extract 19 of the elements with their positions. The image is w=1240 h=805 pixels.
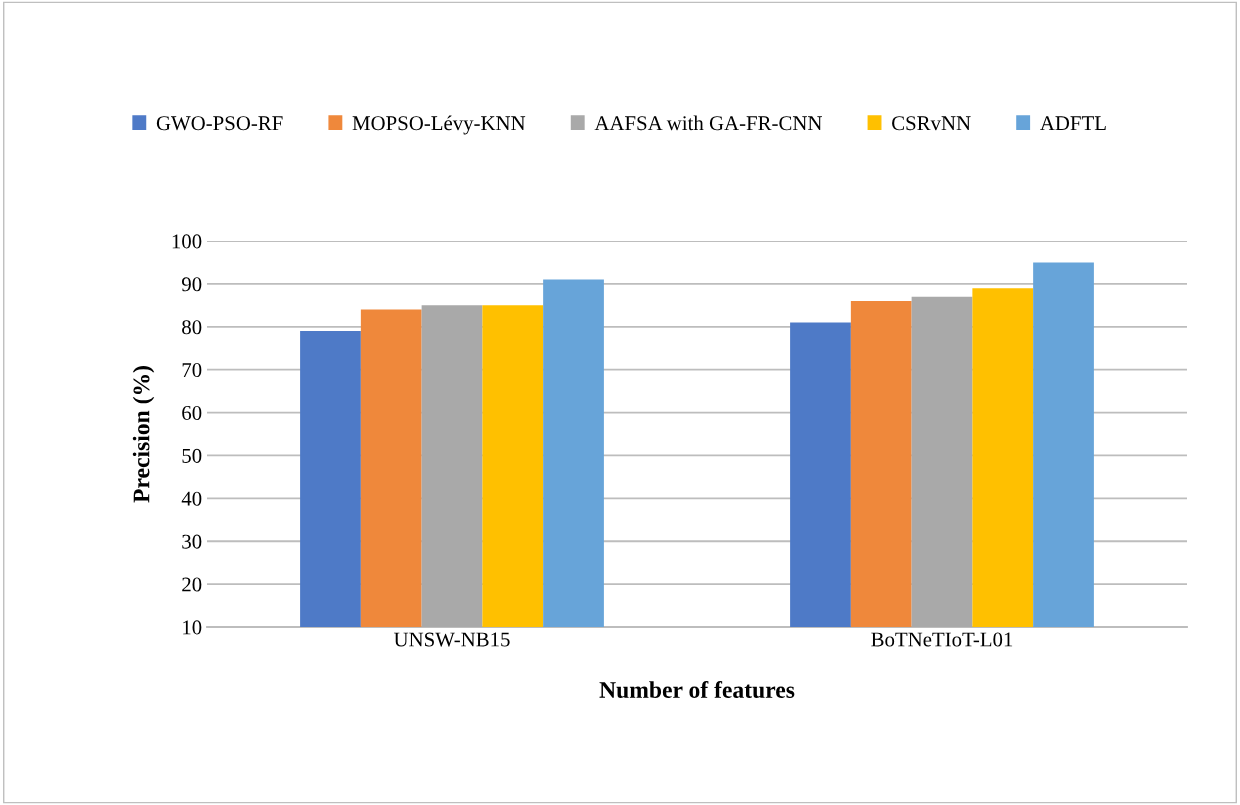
legend-label: GWO-PSO-RF — [156, 116, 283, 131]
legend-label: CSRvNN — [892, 116, 971, 131]
y-tick-label: 50 — [182, 448, 202, 463]
y-axis-title: Precision (%) — [132, 366, 155, 503]
y-tick-label: 40 — [181, 491, 202, 506]
y-tick-label: 30 — [182, 534, 202, 549]
y-tick-label: 10 — [183, 620, 202, 635]
y-tick-label: 70 — [182, 363, 202, 378]
x-axis-title: Number of features — [599, 681, 795, 698]
y-tick-label: 80 — [182, 320, 202, 335]
y-tick-label: 100 — [172, 234, 202, 249]
y-tick-label: 20 — [182, 577, 202, 592]
x-tick-label: UNSW-NB15 — [393, 632, 510, 647]
y-tick-label: 60 — [182, 405, 202, 420]
y-tick-label: 90 — [181, 277, 202, 292]
legend-label: ADFTL — [1040, 116, 1106, 131]
x-tick-label: BoTNeTIoT-L01 — [871, 632, 1013, 647]
legend-label: MOPSO-Lévy-KNN — [352, 115, 526, 135]
legend-label: AAFSA with GA-FR-CNN — [594, 115, 822, 131]
